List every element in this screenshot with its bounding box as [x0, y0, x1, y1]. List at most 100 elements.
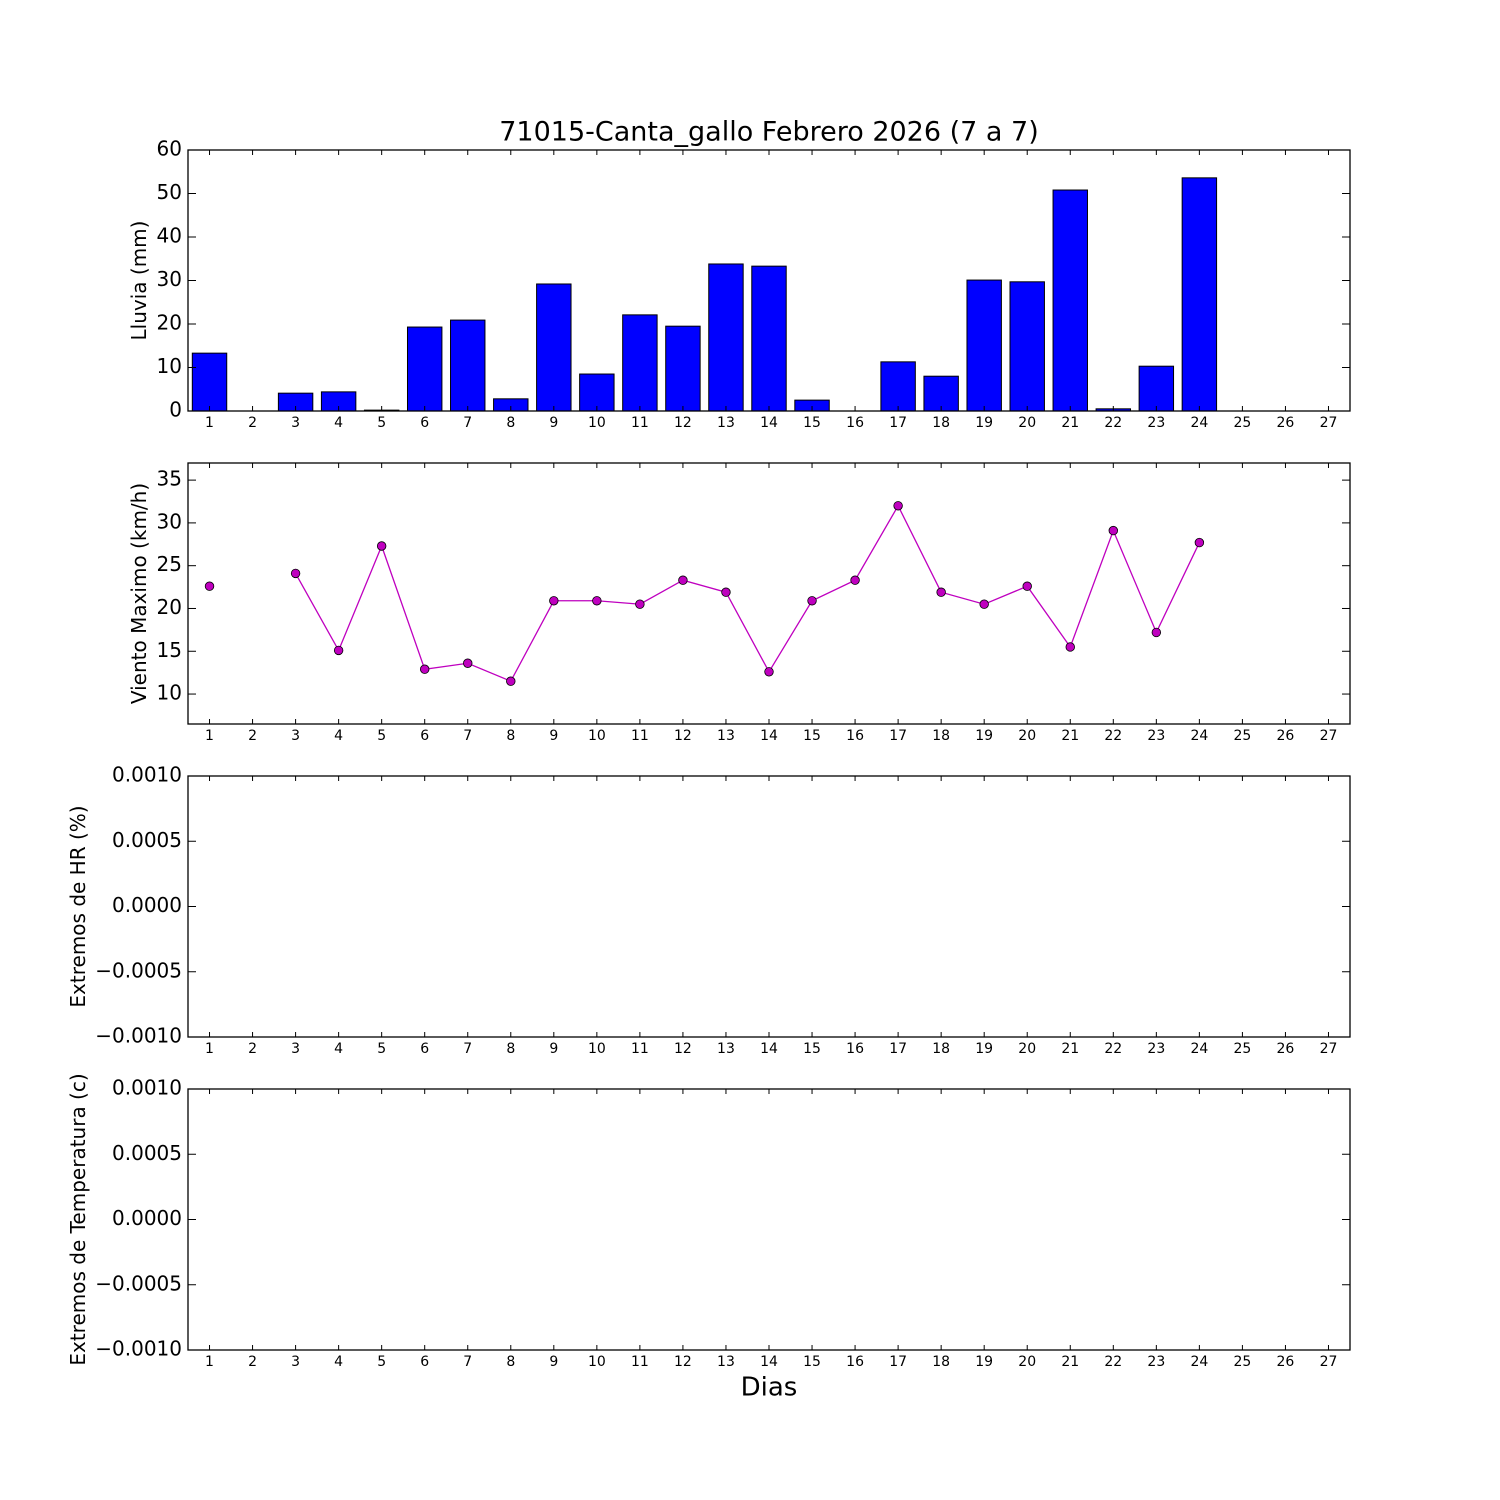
x-tick-label: 25: [1233, 415, 1251, 431]
x-tick-label: 17: [889, 1354, 907, 1370]
y-tick-label: −0.0005: [95, 958, 182, 982]
x-tick-label: 22: [1104, 1041, 1122, 1057]
x-tick-label: 3: [291, 1041, 300, 1057]
marker: [678, 575, 688, 585]
marker: [936, 587, 946, 597]
x-tick-label: 12: [674, 415, 692, 431]
bar: [450, 319, 486, 412]
x-tick-label: 17: [889, 728, 907, 744]
x-tick-label: 13: [717, 415, 735, 431]
bar: [665, 325, 701, 412]
marker: [1151, 627, 1162, 638]
x-tick-label: 15: [803, 728, 821, 744]
bar: [1009, 281, 1045, 412]
bar: [880, 361, 916, 412]
x-tick-label: 10: [588, 1354, 606, 1370]
x-tick-label: 5: [377, 415, 386, 431]
x-tick-label: 4: [334, 1354, 343, 1370]
marker: [1022, 581, 1032, 591]
marker: [807, 596, 817, 606]
y-axis-label: Viento Maximo (km/h): [127, 483, 151, 704]
marker: [549, 596, 559, 606]
bar: [191, 352, 228, 412]
marker: [850, 575, 860, 585]
x-tick-label: 18: [932, 1354, 950, 1370]
y-tick-label: 0: [169, 398, 182, 422]
x-tick-label: 27: [1320, 728, 1338, 744]
x-tick-label: 21: [1061, 415, 1079, 431]
bar: [579, 373, 615, 412]
x-tick-label: 13: [717, 1041, 735, 1057]
y-tick-label: 60: [157, 137, 182, 161]
x-tick-label: 8: [506, 728, 515, 744]
marker: [721, 587, 731, 597]
bar: [536, 283, 572, 412]
x-tick-label: 11: [631, 1041, 649, 1057]
x-tick-label: 20: [1018, 1354, 1036, 1370]
x-tick-label: 4: [334, 728, 343, 744]
y-tick-label: 0.0005: [112, 828, 182, 852]
x-tick-label: 2: [248, 415, 257, 431]
x-tick-label: 18: [932, 1041, 950, 1057]
x-tick-label: 14: [760, 415, 778, 431]
x-tick-label: 1: [205, 1041, 214, 1057]
x-axis-label: Dias: [741, 1373, 798, 1403]
y-tick-label: 25: [157, 552, 182, 576]
y-tick-label: 20: [157, 311, 182, 335]
bar: [923, 375, 959, 412]
subplot: 1 2 3 4 5 6 7 8 9 10 11 12 13 14 15 16 17 18 19 20 21 22 23 24 2…: [66, 763, 1351, 1057]
x-tick-label: 7: [463, 728, 472, 744]
y-tick-label: 15: [157, 638, 182, 662]
marker: [1065, 642, 1075, 652]
x-tick-label: 19: [975, 415, 993, 431]
y-axis-label: Extremos de HR (%): [66, 805, 90, 1007]
x-tick-label: 11: [631, 1354, 649, 1370]
marker: [376, 541, 387, 551]
x-tick-label: 17: [889, 415, 907, 431]
marker: [290, 568, 301, 579]
x-tick-label: 1: [205, 1354, 214, 1370]
marker: [764, 667, 774, 677]
x-tick-label: 6: [420, 1354, 429, 1370]
x-tick-label: 26: [1277, 1354, 1295, 1370]
x-tick-label: 23: [1147, 728, 1165, 744]
x-tick-label: 20: [1018, 1041, 1036, 1057]
bar: [1181, 177, 1218, 412]
x-tick-label: 5: [377, 1041, 386, 1057]
marker: [463, 658, 473, 668]
x-tick-label: 12: [674, 1041, 692, 1057]
x-tick-label: 15: [803, 1354, 821, 1370]
y-tick-label: 0.0000: [112, 893, 182, 917]
marker: [506, 676, 516, 686]
x-tick-label: 27: [1320, 415, 1338, 431]
x-tick-label: 21: [1061, 1354, 1079, 1370]
x-tick-label: 13: [717, 1354, 735, 1370]
x-tick-label: 12: [674, 728, 692, 744]
bar: [1052, 189, 1088, 412]
y-tick-label: 40: [157, 224, 182, 248]
y-tick-label: 35: [157, 467, 182, 491]
x-tick-label: 17: [889, 1041, 907, 1057]
x-tick-label: 23: [1147, 1354, 1165, 1370]
axes-frame: [187, 1088, 1351, 1351]
x-tick-label: 24: [1190, 1041, 1208, 1057]
x-tick-label: 9: [549, 1041, 558, 1057]
chart-title: 71015-Canta_gallo Febrero 2026 (7 a 7): [499, 117, 1039, 148]
subplot: 1 2 3 4 5 6 7 8 9 10 11 12 13 14 15 16 17 18 19 20 21 22 23 24 2…: [66, 1073, 1351, 1403]
y-tick-label: 0.0010: [112, 1076, 182, 1100]
y-tick-label: 10: [157, 354, 182, 378]
y-tick-label: −0.0010: [95, 1337, 182, 1361]
x-tick-label: 24: [1190, 728, 1208, 744]
x-tick-label: 14: [760, 1041, 778, 1057]
x-tick-label: 16: [846, 728, 864, 744]
x-tick-label: 7: [463, 1041, 472, 1057]
x-tick-label: 7: [463, 1354, 472, 1370]
x-tick-label: 25: [1233, 728, 1251, 744]
x-tick-label: 24: [1190, 1354, 1208, 1370]
x-tick-label: 27: [1320, 1041, 1338, 1057]
x-tick-label: 18: [932, 415, 950, 431]
marker: [1194, 537, 1205, 548]
x-tick-label: 5: [377, 1354, 386, 1370]
x-tick-label: 23: [1147, 415, 1165, 431]
x-tick-label: 26: [1277, 415, 1295, 431]
